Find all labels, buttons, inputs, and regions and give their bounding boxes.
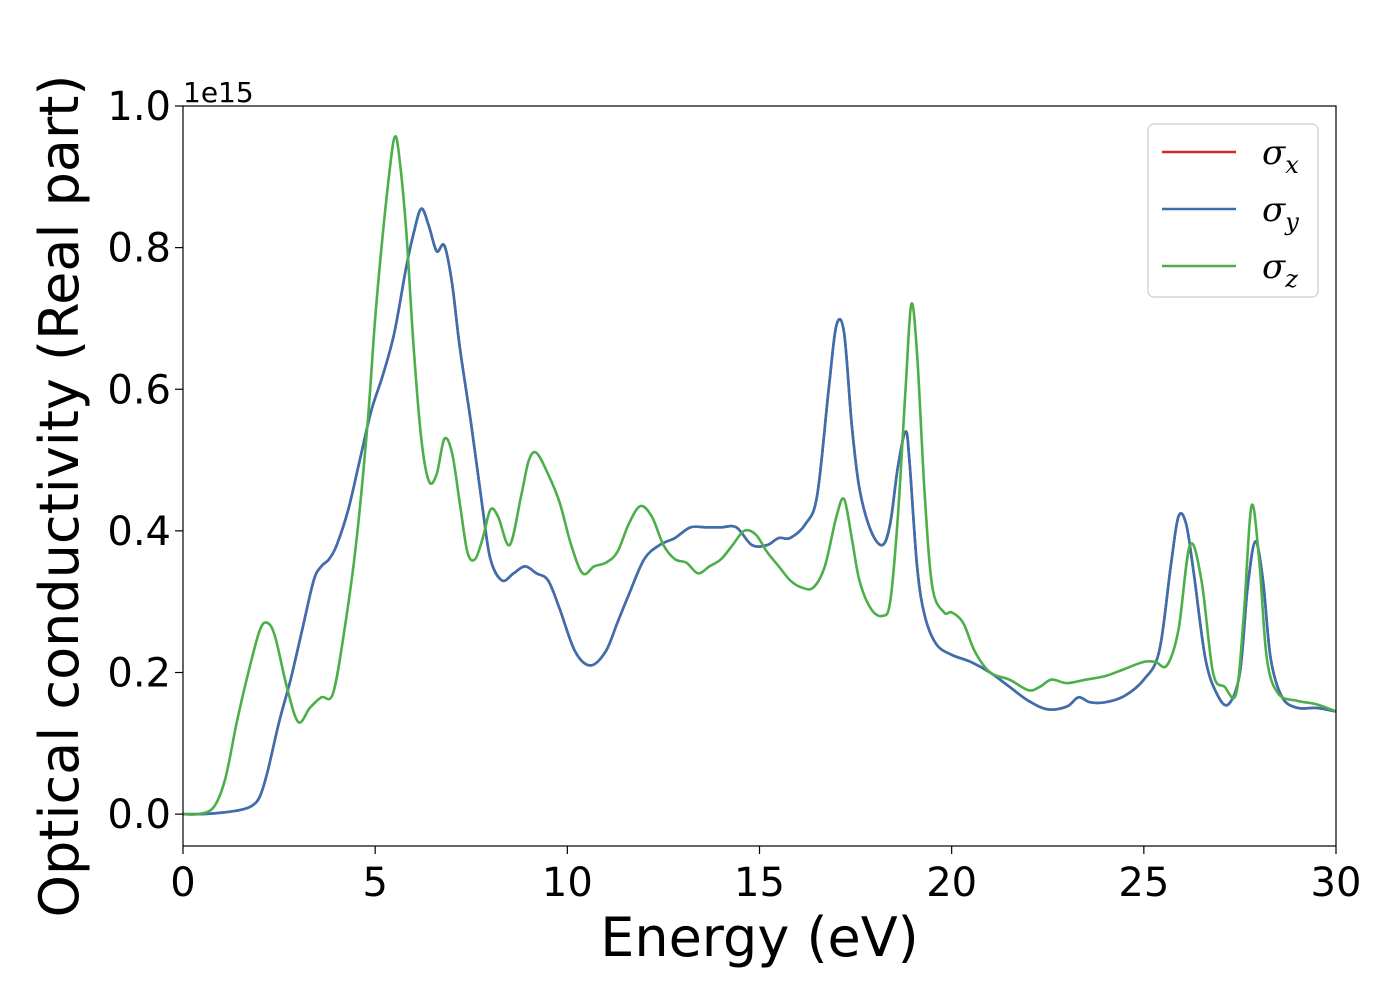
y-axis-ticks: 0.0 0.2 0.4 0.6 0.8 1.0 xyxy=(107,84,183,838)
x-tick-label: 25 xyxy=(1118,860,1169,906)
x-tick-label: 5 xyxy=(362,860,387,906)
y-tick-label: 0.8 xyxy=(107,226,171,272)
x-tick-label: 10 xyxy=(542,860,593,906)
x-tick-label: 30 xyxy=(1311,860,1362,906)
series-line-y xyxy=(183,207,1336,816)
y-axis-offset-label: 1e15 xyxy=(183,76,254,109)
y-tick-label: 0.2 xyxy=(107,651,171,697)
legend-box xyxy=(1147,123,1319,298)
y-tick-label: 1.0 xyxy=(107,84,171,130)
legend: σx σy σz xyxy=(1147,123,1319,298)
y-tick-label: 0.6 xyxy=(107,367,171,413)
x-tick-label: 15 xyxy=(734,860,785,906)
series-lines xyxy=(183,135,1336,816)
x-axis-label: Energy (eV) xyxy=(600,906,919,969)
series-line-x xyxy=(183,207,1336,816)
series-line-z xyxy=(183,135,1336,816)
x-tick-label: 0 xyxy=(170,860,195,906)
legend-label-x: σx xyxy=(1262,133,1299,179)
y-axis-label: Optical conductivity (Real part) xyxy=(28,75,91,918)
legend-label-y: σy xyxy=(1262,190,1299,236)
x-tick-label: 20 xyxy=(926,860,977,906)
y-tick-label: 0.4 xyxy=(107,509,171,555)
x-axis-ticks: 0 5 10 15 20 25 30 xyxy=(170,846,1361,906)
legend-label-z: σz xyxy=(1262,247,1298,293)
y-tick-label: 0.0 xyxy=(107,792,171,838)
